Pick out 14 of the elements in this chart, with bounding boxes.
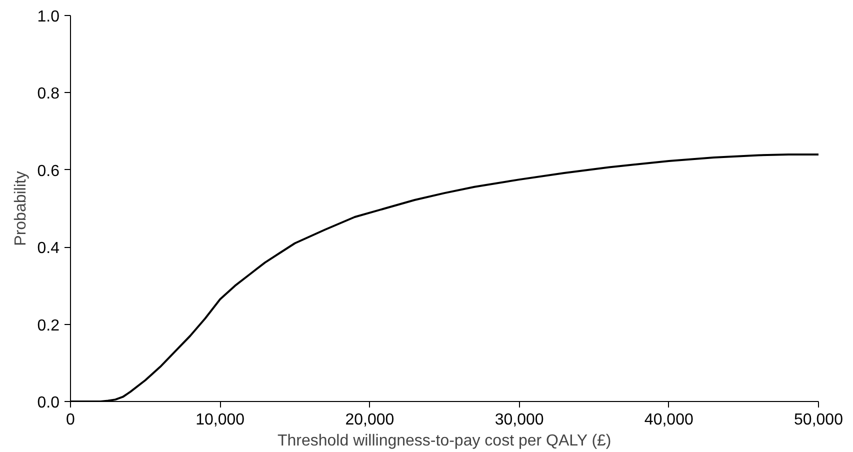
y-axis-title: Probability — [12, 171, 30, 246]
x-axis-title: Threshold willingness-to-pay cost per QALY (£) — [277, 432, 612, 450]
x-tick-label: 10,000 — [196, 412, 245, 428]
y-tick-label: 0.6 — [37, 162, 60, 180]
y-tick-label: 0.0 — [37, 394, 60, 412]
y-tick-label: 0.8 — [37, 86, 60, 103]
x-tick-label: 30,000 — [494, 412, 544, 428]
y-tick-label: 0.4 — [37, 240, 60, 258]
y-tick-label: 0.2 — [37, 317, 60, 334]
x-tick-label: 40,000 — [644, 412, 694, 428]
x-tick-label: 50,000 — [794, 412, 844, 428]
x-tick-label: 0 — [66, 412, 76, 428]
x-tick-label: 20,000 — [345, 412, 394, 428]
y-tick-label: 1.0 — [37, 8, 60, 26]
